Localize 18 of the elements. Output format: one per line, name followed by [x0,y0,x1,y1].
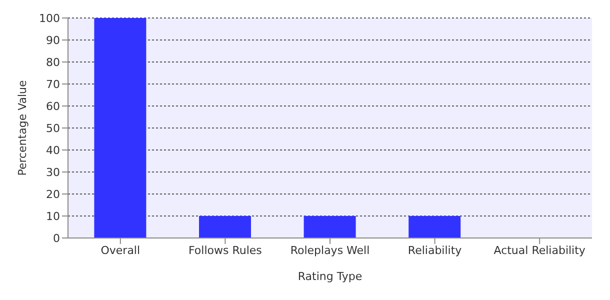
x-tick-label: Actual Reliability [494,244,586,257]
y-axis-title: Percentage Value [16,80,29,176]
x-tick-label: Overall [100,244,140,257]
x-tick-label: Reliability [408,244,462,257]
y-tick-label: 60 [46,100,60,113]
y-tick-label: 70 [46,78,60,91]
y-tick-label: 90 [46,34,60,47]
x-axis-title: Rating Type [298,270,362,283]
y-tick-label: 80 [46,56,60,69]
y-tick-label: 10 [46,210,60,223]
x-tick-label: Follows Rules [188,244,262,257]
y-tick-label: 0 [53,232,60,245]
y-tick-label: 20 [46,188,60,201]
y-tick-label: 100 [39,12,60,25]
y-tick-label: 30 [46,166,60,179]
x-tick-label: Roleplays Well [290,244,370,257]
y-tick-label: 50 [46,122,60,135]
y-tick-label: 40 [46,144,60,157]
